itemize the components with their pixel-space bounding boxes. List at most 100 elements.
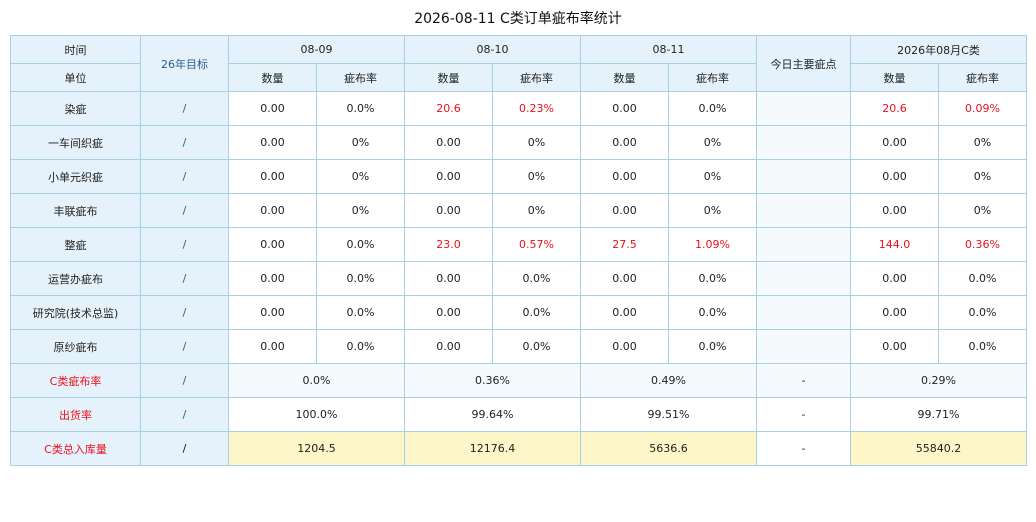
defect-rate-table: 时间 26年目标 08-09 08-10 08-11 今日主要疵点 2026年0… xyxy=(10,35,1028,466)
rate-cell: 0% xyxy=(668,159,757,194)
rate-header: 疵布率 xyxy=(492,63,581,92)
qty-cell: 0.00 xyxy=(580,261,669,296)
row-label: 整疵 xyxy=(10,227,141,262)
rate-cell: 0.0% xyxy=(492,329,581,364)
table-row: 小单元织疵 / 0.00 0% 0.00 0% 0.00 0% 0.00 0% xyxy=(10,159,1028,194)
qty-header: 数量 xyxy=(228,63,317,92)
main-defect-header: 今日主要疵点 xyxy=(756,35,851,92)
month-qty-cell: 0.00 xyxy=(850,261,939,296)
rate-cell: 0.0% xyxy=(316,227,405,262)
qty-header: 数量 xyxy=(404,63,493,92)
row-label: 研究院(技术总监) xyxy=(10,295,141,330)
qty-cell: 0.00 xyxy=(228,159,317,194)
rate-cell: 0.0% xyxy=(316,329,405,364)
qty-cell: 0.00 xyxy=(228,91,317,126)
qty-cell: 0.00 xyxy=(580,125,669,160)
qty-cell: 0.00 xyxy=(404,125,493,160)
month-rate-cell: 0% xyxy=(937,193,1028,228)
rate-cell: 0% xyxy=(316,125,405,160)
month-qty-cell: 144.0 xyxy=(850,227,939,262)
qty-cell: 0.00 xyxy=(228,227,317,262)
main-defect-cell xyxy=(756,193,851,228)
qty-cell: 0.00 xyxy=(404,261,493,296)
table-row: 丰联疵布 / 0.00 0% 0.00 0% 0.00 0% 0.00 0% xyxy=(10,193,1028,228)
date-header-2: 08-10 xyxy=(404,35,581,64)
summary-label: C类疵布率 xyxy=(10,363,141,398)
rate-cell: 0.57% xyxy=(492,227,581,262)
month-qty-cell: 0.00 xyxy=(850,125,939,160)
main-defect-cell xyxy=(756,261,851,296)
summary-day-cell: 12176.4 xyxy=(404,431,581,466)
unit-label: 单位 xyxy=(10,63,141,92)
month-qty-cell: 0.00 xyxy=(850,159,939,194)
row-label: 原纱疵布 xyxy=(10,329,141,364)
qty-cell: 20.6 xyxy=(404,91,493,126)
qty-cell: 0.00 xyxy=(228,193,317,228)
main-defect-cell: - xyxy=(756,431,851,466)
rate-header: 疵布率 xyxy=(668,63,757,92)
summary-day-cell: 1204.5 xyxy=(228,431,405,466)
qty-cell: 0.00 xyxy=(404,295,493,330)
main-defect-cell xyxy=(756,91,851,126)
qty-cell: 0.00 xyxy=(228,261,317,296)
qty-cell: 0.00 xyxy=(404,159,493,194)
page-title: 2026-08-11 C类订单疵布率统计 xyxy=(414,11,622,27)
summary-row: C类总入库量 / 1204.5 12176.4 5636.6 - 55840.2 xyxy=(10,431,1028,466)
row-label: 一车间织疵 xyxy=(10,125,141,160)
table-row: 一车间织疵 / 0.00 0% 0.00 0% 0.00 0% 0.00 0% xyxy=(10,125,1028,160)
qty-cell: 0.00 xyxy=(580,329,669,364)
table-row: 原纱疵布 / 0.00 0.0% 0.00 0.0% 0.00 0.0% 0.0… xyxy=(10,329,1028,364)
qty-header: 数量 xyxy=(580,63,669,92)
summary-day-cell: 99.64% xyxy=(404,397,581,432)
main-defect-cell: - xyxy=(756,397,851,432)
rate-cell: 0% xyxy=(492,159,581,194)
qty-cell: 0.00 xyxy=(228,329,317,364)
main-defect-cell xyxy=(756,227,851,262)
target-header: 26年目标 xyxy=(140,35,229,92)
summary-month-cell: 99.71% xyxy=(849,397,1028,432)
month-rate-cell: 0.0% xyxy=(937,295,1028,330)
rate-cell: 0% xyxy=(316,159,405,194)
month-qty-cell: 20.6 xyxy=(850,91,939,126)
qty-cell: 0.00 xyxy=(228,295,317,330)
qty-cell: 0.00 xyxy=(228,125,317,160)
rate-cell: 0.23% xyxy=(492,91,581,126)
target-cell: / xyxy=(140,295,229,330)
qty-cell: 0.00 xyxy=(580,91,669,126)
rate-cell: 0% xyxy=(668,193,757,228)
rate-cell: 0.0% xyxy=(316,295,405,330)
rate-cell: 0.0% xyxy=(492,261,581,296)
qty-cell: 23.0 xyxy=(404,227,493,262)
target-cell: / xyxy=(140,261,229,296)
target-cell: / xyxy=(140,329,229,364)
row-label: 染疵 xyxy=(10,91,141,126)
summary-day-cell: 99.51% xyxy=(580,397,757,432)
main-defect-cell: - xyxy=(756,363,851,398)
summary-label: 出货率 xyxy=(10,397,141,432)
month-qty-cell: 0.00 xyxy=(850,329,939,364)
table-row: 染疵 / 0.00 0.0% 20.6 0.23% 0.00 0.0% 20.6… xyxy=(10,91,1028,126)
table-row: 研究院(技术总监) / 0.00 0.0% 0.00 0.0% 0.00 0.0… xyxy=(10,295,1028,330)
target-cell: / xyxy=(140,227,229,262)
table-row: 整疵 / 0.00 0.0% 23.0 0.57% 27.5 1.09% 144… xyxy=(10,227,1028,262)
summary-day-cell: 0.0% xyxy=(228,363,405,398)
target-cell: / xyxy=(140,193,229,228)
rate-cell: 0.0% xyxy=(316,261,405,296)
rate-cell: 0.0% xyxy=(492,295,581,330)
month-qty-cell: 0.00 xyxy=(850,193,939,228)
qty-cell: 0.00 xyxy=(404,193,493,228)
summary-day-cell: 0.36% xyxy=(404,363,581,398)
row-label: 小单元织疵 xyxy=(10,159,141,194)
target-cell: / xyxy=(140,91,229,126)
month-qty-cell: 0.00 xyxy=(850,295,939,330)
summary-day-cell: 5636.6 xyxy=(580,431,757,466)
date-header-1: 08-09 xyxy=(228,35,405,64)
month-rate-cell: 0.0% xyxy=(937,329,1028,364)
rate-cell: 1.09% xyxy=(668,227,757,262)
qty-cell: 0.00 xyxy=(404,329,493,364)
rate-header: 疵布率 xyxy=(937,63,1028,92)
rate-cell: 0.0% xyxy=(668,91,757,126)
target-cell: / xyxy=(140,159,229,194)
rate-cell: 0% xyxy=(668,125,757,160)
rate-header: 疵布率 xyxy=(316,63,405,92)
